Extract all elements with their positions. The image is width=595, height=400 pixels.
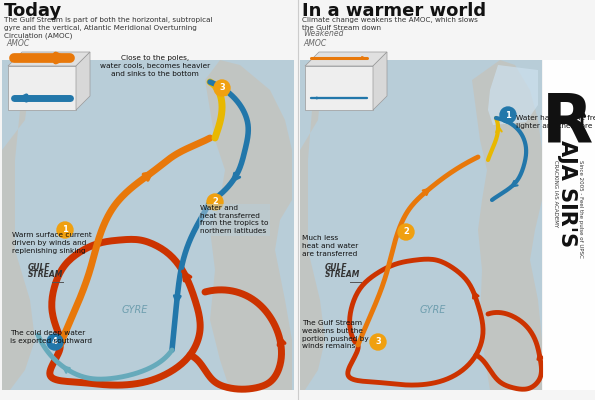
Text: Warm surface current
driven by winds and
replenishing sinking: Warm surface current driven by winds and… — [12, 232, 92, 254]
Polygon shape — [472, 60, 542, 390]
Text: AJA SIR'S: AJA SIR'S — [557, 140, 577, 247]
Polygon shape — [373, 52, 387, 110]
Polygon shape — [488, 65, 538, 125]
Polygon shape — [305, 66, 373, 110]
Text: 1: 1 — [62, 226, 68, 234]
Circle shape — [47, 334, 63, 350]
Text: 2: 2 — [212, 198, 218, 206]
Text: The Gulf Stream is part of both the horizontal, subtropical
gyre and the vertica: The Gulf Stream is part of both the hori… — [4, 17, 212, 39]
Polygon shape — [8, 52, 90, 66]
Bar — [300, 60, 542, 390]
Text: 4: 4 — [52, 338, 58, 346]
Text: Water has become fresher and
lighter and therefore sinks less: Water has become fresher and lighter and… — [516, 115, 595, 129]
Text: Today: Today — [4, 2, 62, 20]
Polygon shape — [305, 52, 387, 66]
Text: GYRE: GYRE — [420, 305, 446, 315]
Polygon shape — [2, 65, 40, 390]
Circle shape — [398, 224, 414, 240]
Circle shape — [370, 334, 386, 350]
Circle shape — [57, 222, 73, 238]
Text: In a warmer world: In a warmer world — [302, 2, 486, 20]
Polygon shape — [205, 60, 292, 390]
Text: 1: 1 — [505, 110, 511, 120]
Text: The Gulf Stream
weakens but the
portion pushed by
winds remains: The Gulf Stream weakens but the portion … — [302, 320, 369, 349]
Text: Close to the poles,
water cools, becomes heavier
and sinks to the bottom: Close to the poles, water cools, becomes… — [100, 55, 210, 76]
Text: GULF: GULF — [28, 263, 51, 272]
Text: 2: 2 — [403, 228, 409, 236]
Text: Climate change weakens the AMOC, which slows
the Gulf Stream down: Climate change weakens the AMOC, which s… — [302, 17, 478, 31]
Text: Water and
heat transferred
from the tropics to
northern latitudes: Water and heat transferred from the trop… — [200, 205, 268, 234]
Text: Weakened
AMOC: Weakened AMOC — [303, 29, 343, 48]
Text: 3: 3 — [375, 338, 381, 346]
Text: GULF: GULF — [325, 263, 347, 272]
Polygon shape — [300, 65, 330, 390]
Polygon shape — [76, 52, 90, 110]
Text: GYRE: GYRE — [122, 305, 148, 315]
Text: R: R — [541, 90, 593, 156]
Text: STREAM: STREAM — [28, 270, 64, 279]
Text: AMOC: AMOC — [6, 39, 29, 48]
Text: STREAM: STREAM — [325, 270, 361, 279]
Text: Much less
heat and water
are transferred: Much less heat and water are transferred — [302, 235, 358, 256]
Text: 3: 3 — [219, 84, 225, 92]
Text: Since 2005 - Feel the pulse of UPSC: Since 2005 - Feel the pulse of UPSC — [578, 160, 583, 258]
Circle shape — [500, 107, 516, 123]
Circle shape — [214, 80, 230, 96]
Text: The cold deep water
is exported southward: The cold deep water is exported southwar… — [10, 330, 92, 344]
Text: CRACKING IAS ACADEMY: CRACKING IAS ACADEMY — [553, 160, 558, 227]
Bar — [543, 60, 595, 390]
Bar — [2, 60, 294, 390]
Polygon shape — [8, 66, 76, 110]
Circle shape — [207, 194, 223, 210]
